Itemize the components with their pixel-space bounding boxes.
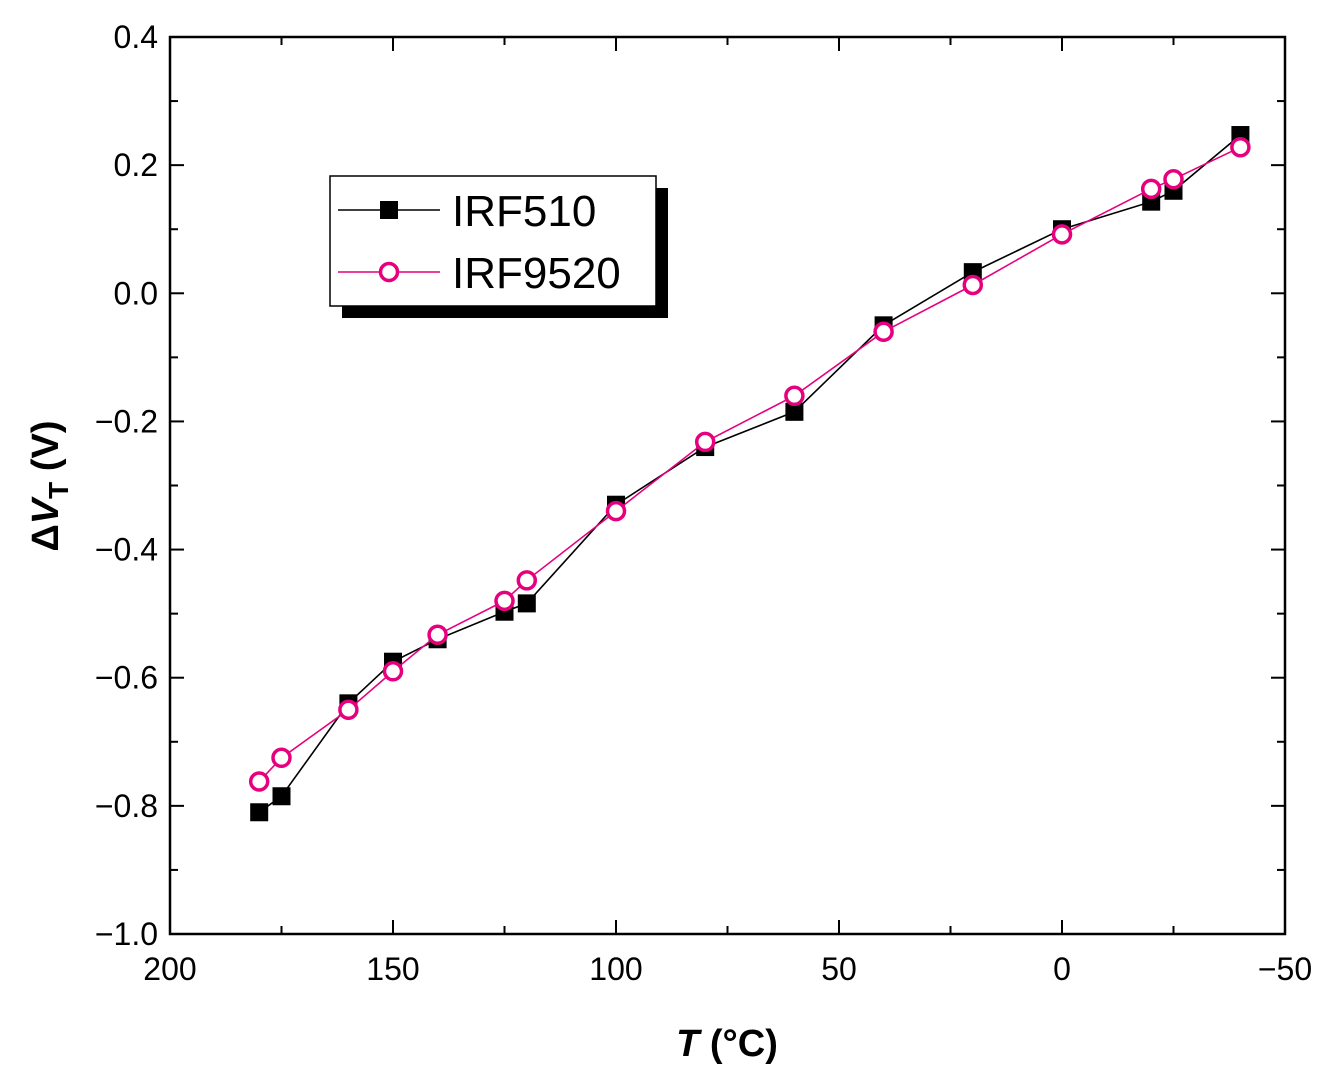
data-point-irf9520 [1140,178,1162,200]
data-point-irf9520 [248,771,270,792]
plot-frame [168,35,1287,936]
y-tick-label: 0.0 [114,275,158,311]
legend-box [329,175,657,307]
x-tick-label: 100 [589,951,642,987]
x-axis-title: T (°C) [676,1023,778,1065]
series [248,126,1251,822]
ticks: 200 150 100 50 0 −50 0.4 0.2 0.0 −0.2 −0.4 −0.6 −0.8… [95,19,1312,987]
legend-marker-irf9520 [378,261,400,283]
legend-label-irf9520: IRF9520 [452,249,621,298]
data-point-irf9520 [962,274,984,296]
legend: IRF510 IRF9520 [329,175,668,318]
data-point-irf510 [785,402,804,421]
data-point-irf9520 [694,431,716,453]
y-tick-label: −0.2 [95,403,158,439]
data-point-irf9520 [605,500,627,522]
data-point-irf9520 [1230,136,1251,158]
data-point-irf9520 [873,321,894,342]
data-point-irf510 [517,594,536,613]
y-axis-title: ΔVT (V) [25,421,74,552]
x-tick-label: 200 [143,951,196,987]
y-tick-label: 0.2 [114,147,158,183]
data-point-irf9520 [271,747,292,769]
data-point-irf9520 [1051,224,1073,245]
y-tick-label: −0.8 [95,788,158,824]
legend-label-irf510: IRF510 [452,187,596,236]
series-line-irf9520 [258,146,1241,783]
data-point-irf510 [272,787,291,806]
data-point-irf9520 [338,699,359,720]
data-point-irf9520 [1163,168,1184,190]
data-point-irf9520 [427,624,448,646]
data-point-irf9520 [516,570,538,591]
x-tick-label: 150 [366,951,419,987]
legend-marker-irf510 [380,201,398,219]
y-tick-label: 0.4 [114,19,158,55]
data-point-irf510 [250,803,269,822]
y-tick-label: −0.4 [95,532,158,568]
x-tick-label: 0 [1053,951,1071,987]
data-point-irf9520 [382,661,404,682]
data-point-irf9520 [784,385,805,407]
y-tick-label: −0.6 [95,660,158,696]
y-tick-label: −1.0 [95,916,158,952]
x-tick-label: 50 [821,951,857,987]
x-tick-label: −50 [1258,951,1312,987]
data-point-irf9520 [494,590,515,612]
